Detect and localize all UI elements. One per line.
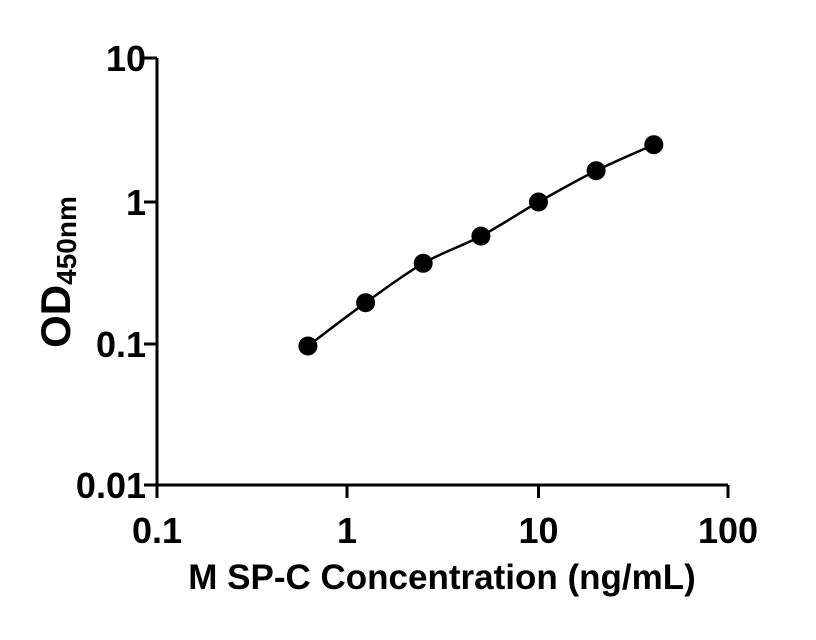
svg-text:1: 1 — [126, 182, 146, 223]
svg-text:0.1: 0.1 — [132, 510, 182, 551]
svg-text:10: 10 — [518, 510, 558, 551]
svg-text:100: 100 — [698, 510, 758, 551]
svg-text:OD450nm: OD450nm — [32, 196, 82, 348]
svg-text:1: 1 — [337, 510, 357, 551]
svg-text:0.1: 0.1 — [96, 324, 146, 365]
svg-text:M SP-C Concentration (ng/mL): M SP-C Concentration (ng/mL) — [188, 558, 695, 597]
svg-text:0.01: 0.01 — [76, 465, 146, 506]
svg-text:10: 10 — [106, 38, 146, 79]
